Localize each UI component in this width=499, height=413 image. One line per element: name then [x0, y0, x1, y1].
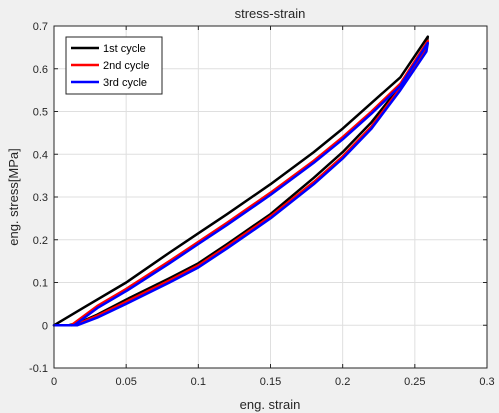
- x-axis-label: eng. strain: [240, 397, 301, 412]
- legend-label-1st-cycle: 1st cycle: [103, 43, 146, 55]
- y-tick-label: 0.6: [33, 64, 48, 76]
- x-tick-label: 0.15: [260, 376, 281, 388]
- series-line-3rd-cycle: [52, 41, 430, 327]
- legend-label-3rd-cycle: 3rd cycle: [103, 77, 147, 89]
- tick-labels: 0 0.05 0.1 0.15 0.2 0.25 0.3-0.100.10.20.30.40…: [29, 21, 495, 388]
- y-tick-label: 0: [42, 320, 48, 332]
- x-tick-label: 0.2: [335, 376, 350, 388]
- y-axis-label: eng. stress[MPa]: [6, 148, 21, 246]
- y-tick-label: 0.2: [33, 235, 48, 247]
- y-tick-label: 0.7: [33, 21, 48, 33]
- y-tick-label: -0.1: [29, 363, 48, 375]
- legend: 1st cycle 2nd cycle 3rd cycle: [65, 36, 163, 95]
- x-tick-label: 0.3: [479, 376, 494, 388]
- legend-label-2nd-cycle: 2nd cycle: [103, 60, 149, 72]
- y-tick-label: 0.4: [33, 149, 48, 161]
- x-tick-label: 0.1: [191, 376, 206, 388]
- y-tick-label: 0.1: [33, 278, 48, 290]
- axes-box: [53, 25, 488, 369]
- x-tick-label: 0.05: [115, 376, 136, 388]
- y-tick-label: 0.5: [33, 107, 48, 119]
- y-tick-label: 0.3: [33, 192, 48, 204]
- plot-lines: [52, 35, 430, 327]
- x-tick-label: 0.25: [404, 376, 425, 388]
- x-tick-label: 0: [51, 376, 57, 388]
- chart-title: stress-strain: [235, 6, 306, 21]
